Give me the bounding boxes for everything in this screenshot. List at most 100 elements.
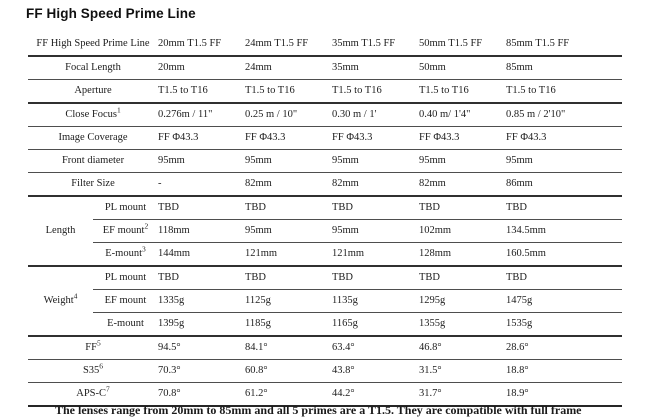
footnote-marker: 5: [96, 338, 101, 348]
value-cell: 82mm: [245, 172, 333, 197]
value-cell: 31.7°: [419, 382, 507, 407]
value-cell: 1335g: [158, 289, 246, 313]
header-label: FF High Speed Prime Line: [28, 33, 159, 57]
value-cell: 1355g: [419, 312, 507, 337]
value-cell: TBD: [245, 196, 333, 220]
value-cell: 46.8°: [419, 336, 507, 360]
value-cell: 1185g: [245, 312, 333, 337]
value-cell: T1.5 to T16: [158, 79, 246, 104]
table-row: EF mount 1335g 1125g 1135g 1295g 1475g: [28, 289, 623, 313]
table-header-row: FF High Speed Prime Line 20mm T1.5 FF 24…: [28, 33, 623, 57]
value-cell: TBD: [245, 266, 333, 290]
row-label-apsc-angle: APS-C7: [28, 382, 159, 407]
value-cell: 60.8°: [245, 359, 333, 383]
table-row: E-mount3 144mm 121mm 121mm 128mm 160.5mm: [28, 242, 623, 267]
table-row: FF5 94.5° 84.1° 63.4° 46.8° 28.6°: [28, 336, 623, 360]
value-cell: FF Φ43.3: [419, 126, 507, 150]
footnote-marker: 3: [142, 244, 146, 254]
value-cell: 95mm: [332, 149, 420, 173]
value-cell: 160.5mm: [506, 242, 623, 267]
table-row: APS-C7 70.8° 61.2° 44.2° 31.7° 18.9°: [28, 382, 623, 407]
value-cell: 70.3°: [158, 359, 246, 383]
value-cell: 0.276m / 11": [158, 103, 246, 127]
mount-label-ef: EF mount: [93, 289, 159, 313]
row-label-aperture: Aperture: [28, 79, 159, 104]
table-row: Filter Size - 82mm 82mm 82mm 86mm: [28, 172, 623, 197]
value-cell: 121mm: [245, 242, 333, 267]
value-cell: 1395g: [158, 312, 246, 337]
value-cell: 94.5°: [158, 336, 246, 360]
table-row: Close Focus1 0.276m / 11" 0.25 m / 10" 0…: [28, 103, 623, 127]
value-cell: 70.8°: [158, 382, 246, 407]
value-cell: 0.30 m / 1': [332, 103, 420, 127]
value-cell: TBD: [158, 196, 246, 220]
mount-label-pl: PL mount: [93, 266, 159, 290]
footnote-marker: 6: [99, 361, 104, 371]
value-cell: 0.40 m/ 1'4": [419, 103, 507, 127]
value-cell: 44.2°: [332, 382, 420, 407]
value-cell: 63.4°: [332, 336, 420, 360]
value-cell: 85mm: [506, 56, 623, 80]
value-cell: TBD: [158, 266, 246, 290]
value-cell: 1535g: [506, 312, 623, 337]
column-header: 24mm T1.5 FF: [245, 33, 333, 57]
table-row: S356 70.3° 60.8° 43.8° 31.5° 18.8°: [28, 359, 623, 383]
page-title: FF High Speed Prime Line: [26, 6, 196, 21]
row-label-close-focus: Close Focus1: [28, 103, 159, 127]
value-cell: 95mm: [332, 219, 420, 243]
table-row: Aperture T1.5 to T16 T1.5 to T16 T1.5 to…: [28, 79, 623, 104]
value-cell: TBD: [506, 196, 623, 220]
row-label-front-diameter: Front diameter: [28, 149, 159, 173]
value-cell: 31.5°: [419, 359, 507, 383]
value-cell: 128mm: [419, 242, 507, 267]
value-cell: 18.9°: [506, 382, 623, 407]
value-cell: T1.5 to T16: [332, 79, 420, 104]
value-cell: 84.1°: [245, 336, 333, 360]
value-cell: 82mm: [419, 172, 507, 197]
footnote-marker: 1: [116, 105, 121, 115]
mount-label-e: E-mount3: [93, 242, 159, 267]
value-cell: T1.5 to T16: [506, 79, 623, 104]
value-cell: 95mm: [158, 149, 246, 173]
table-row: EF mount2 118mm 95mm 95mm 102mm 134.5mm: [28, 219, 623, 243]
value-cell: 20mm: [158, 56, 246, 80]
mount-label-ef: EF mount2: [93, 219, 159, 243]
value-cell: T1.5 to T16: [419, 79, 507, 104]
value-cell: -: [158, 172, 246, 197]
mount-label-e: E-mount: [93, 312, 159, 337]
footnote-marker: 7: [106, 384, 110, 394]
value-cell: 1125g: [245, 289, 333, 313]
value-cell: TBD: [506, 266, 623, 290]
mount-label-pl: PL mount: [93, 196, 159, 220]
section-label-weight: Weight4: [28, 266, 93, 337]
value-cell: FF Φ43.3: [506, 126, 623, 150]
value-cell: 24mm: [245, 56, 333, 80]
value-cell: 95mm: [419, 149, 507, 173]
value-cell: 95mm: [245, 219, 333, 243]
row-label-focal-length: Focal Length: [28, 56, 159, 80]
row-label-ff-angle: FF5: [28, 336, 159, 360]
column-header: 35mm T1.5 FF: [332, 33, 420, 57]
value-cell: 1295g: [419, 289, 507, 313]
value-cell: 28.6°: [506, 336, 623, 360]
value-cell: 0.25 m / 10": [245, 103, 333, 127]
value-cell: TBD: [419, 196, 507, 220]
value-cell: T1.5 to T16: [245, 79, 333, 104]
value-cell: 118mm: [158, 219, 246, 243]
column-header: 20mm T1.5 FF: [158, 33, 246, 57]
footnote-marker: 4: [73, 291, 78, 301]
value-cell: 43.8°: [332, 359, 420, 383]
value-cell: 18.8°: [506, 359, 623, 383]
value-cell: 61.2°: [245, 382, 333, 407]
table-row: Front diameter 95mm 95mm 95mm 95mm 95mm: [28, 149, 623, 173]
value-cell: 86mm: [506, 172, 623, 197]
value-cell: TBD: [332, 196, 420, 220]
value-cell: 102mm: [419, 219, 507, 243]
value-cell: 1135g: [332, 289, 420, 313]
value-cell: 35mm: [332, 56, 420, 80]
value-cell: 95mm: [245, 149, 333, 173]
value-cell: TBD: [419, 266, 507, 290]
table-row: Image Coverage FF Φ43.3 FF Φ43.3 FF Φ43.…: [28, 126, 623, 150]
value-cell: 134.5mm: [506, 219, 623, 243]
value-cell: 95mm: [506, 149, 623, 173]
